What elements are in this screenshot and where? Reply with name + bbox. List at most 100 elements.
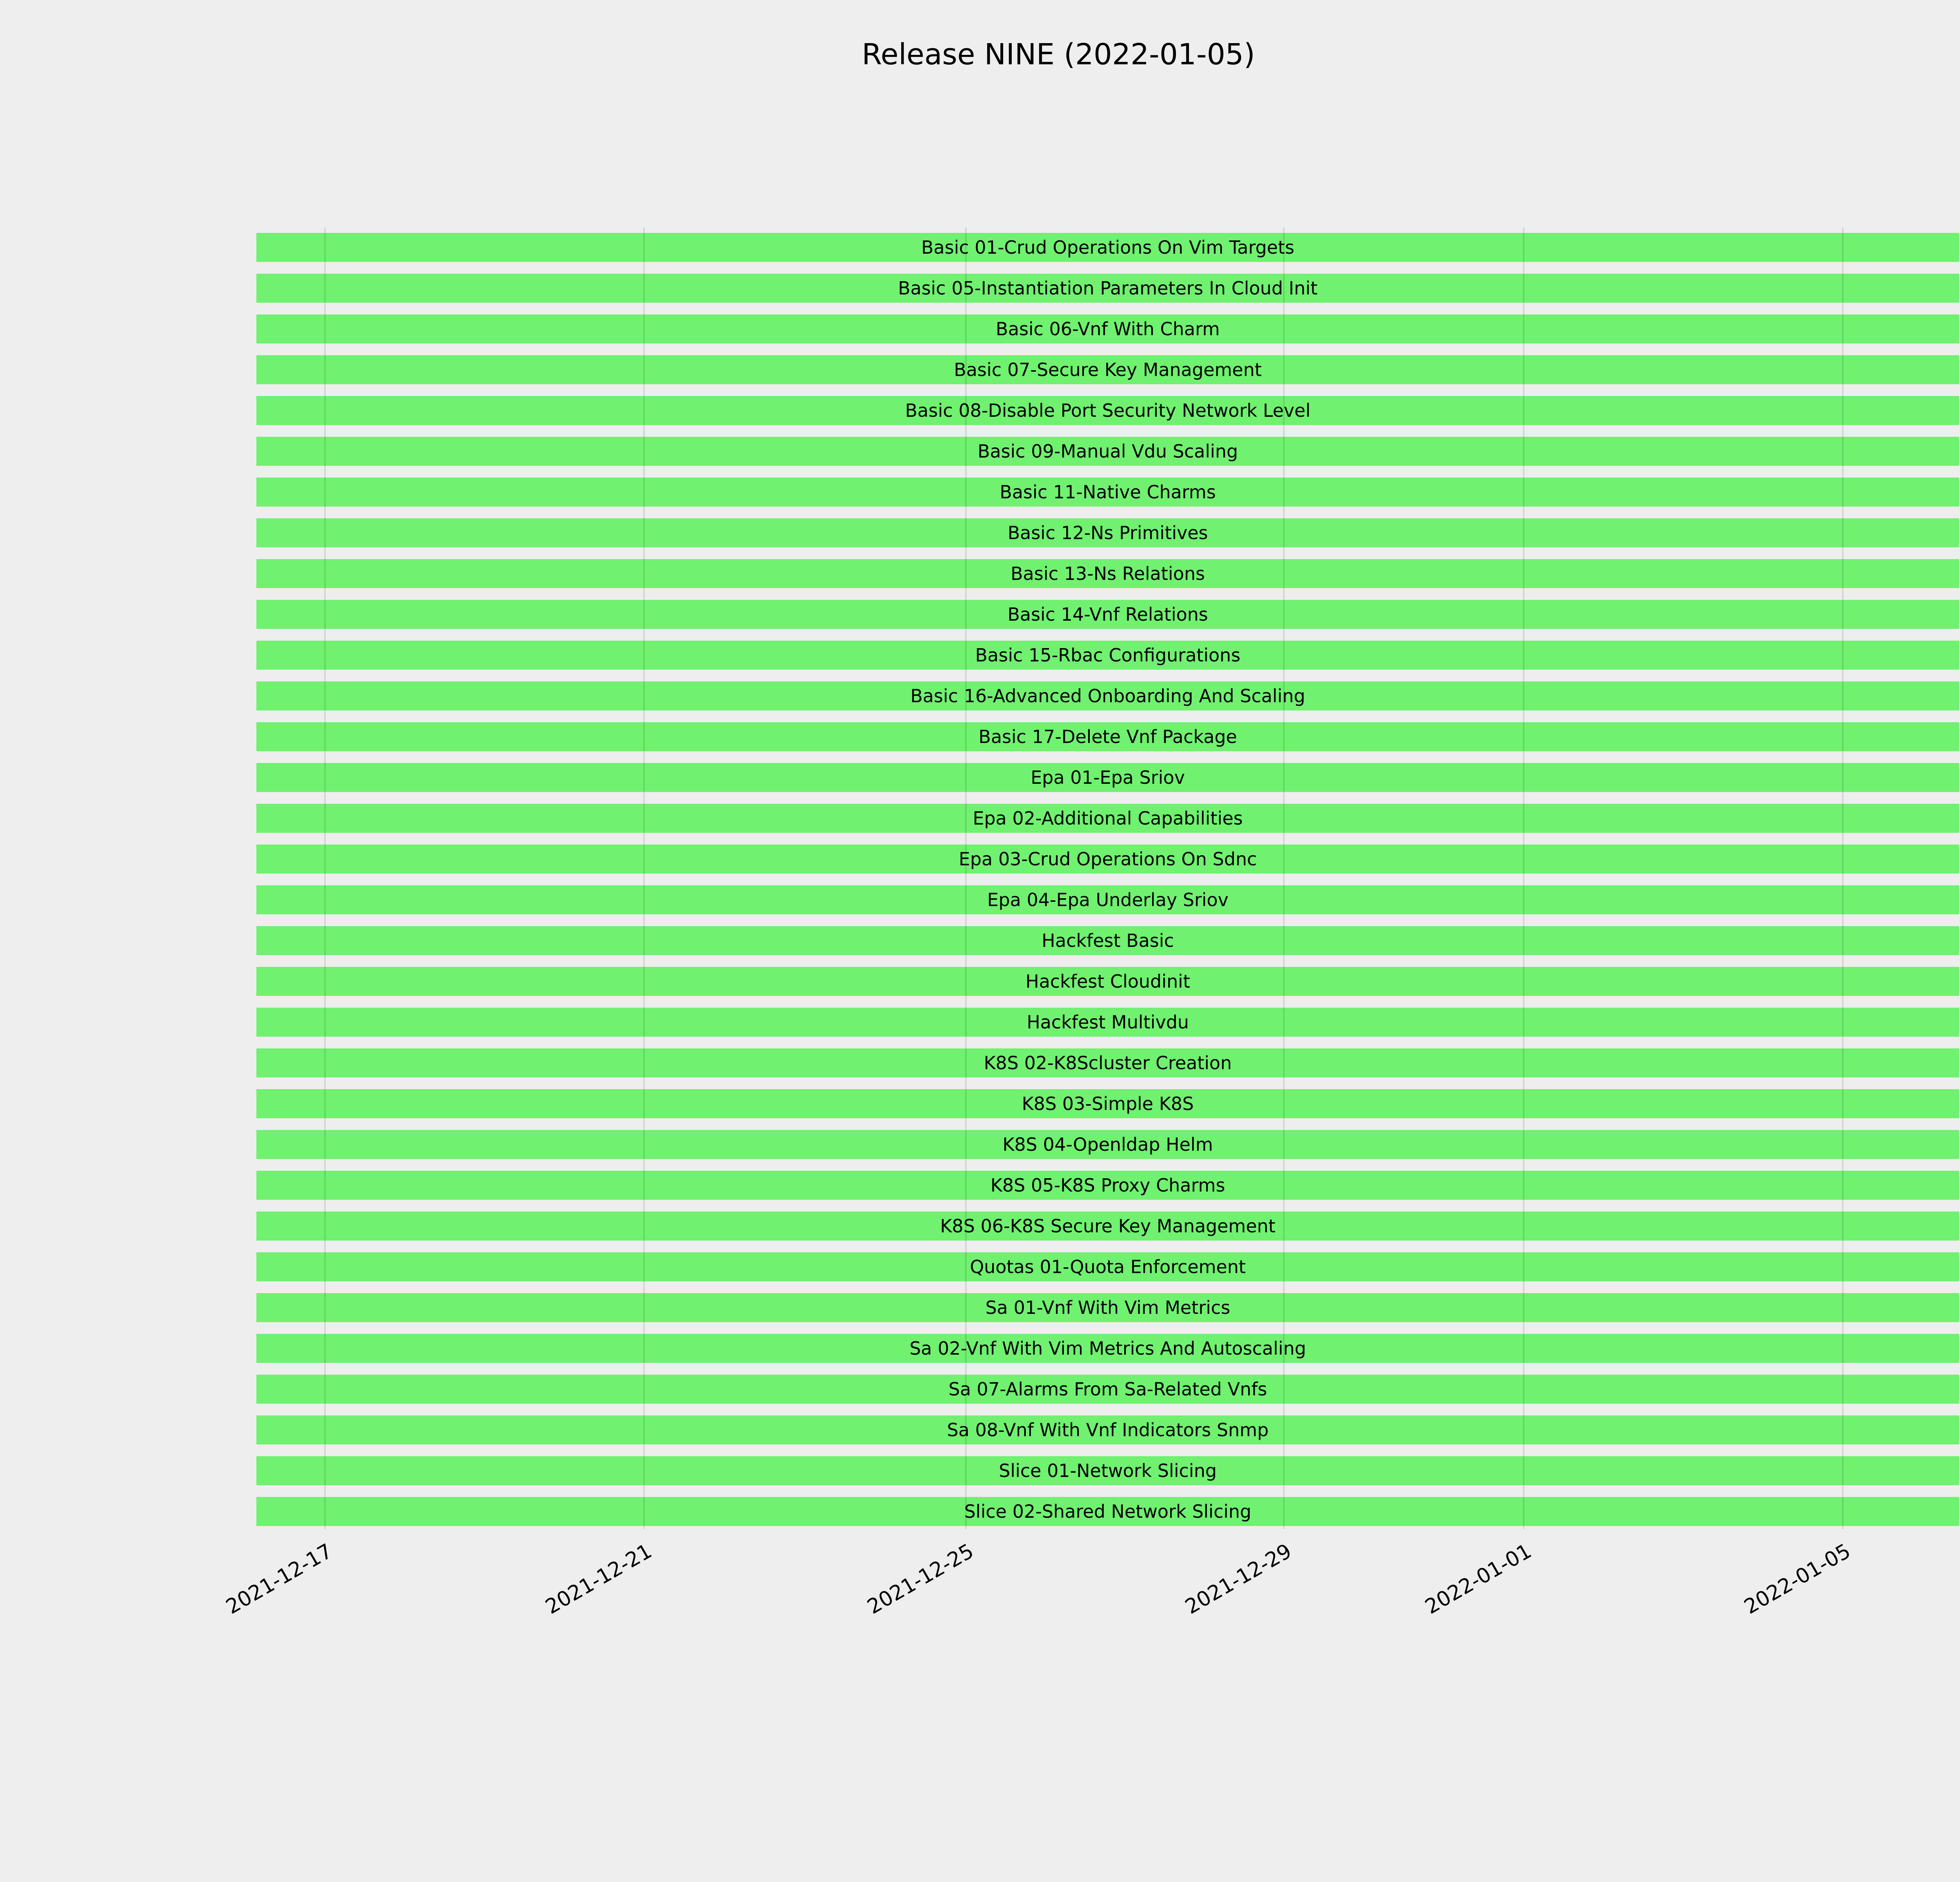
- gantt-row: Basic 08-Disable Port Security Network L…: [256, 396, 1959, 425]
- x-tick-label: 2021-12-29: [1181, 1539, 1296, 1619]
- x-tick-label: 2021-12-25: [863, 1539, 978, 1619]
- plot-area: 2021-12-17 2021-12-21 2021-12-25 2021-12-29…: [222, 227, 1959, 1619]
- gantt-row: Basic 12-Ns Primitives: [256, 518, 1959, 547]
- gantt-bar-label: Basic 09-Manual Vdu Scaling: [977, 441, 1238, 462]
- gantt-bar-label: Basic 08-Disable Port Security Network L…: [905, 400, 1311, 421]
- gantt-bar-label: Slice 02-Shared Network Slicing: [964, 1501, 1252, 1522]
- gantt-bar: [256, 967, 1959, 996]
- gantt-bar-label: Basic 01-Crud Operations On Vim Targets: [921, 237, 1294, 258]
- gantt-row: Epa 03-Crud Operations On Sdnc: [256, 845, 1959, 874]
- gantt-row: K8S 02-K8Scluster Creation: [256, 1048, 1959, 1077]
- gantt-bar: [256, 804, 1959, 833]
- gantt-bar: [256, 1130, 1959, 1159]
- gantt-row: Epa 02-Additional Capabilities: [256, 804, 1959, 833]
- gantt-bar-label: Hackfest Basic: [1042, 930, 1174, 951]
- gridline: [643, 227, 645, 1529]
- gantt-row: Sa 08-Vnf With Vnf Indicators Snmp: [256, 1415, 1959, 1444]
- gantt-row: Hackfest Basic: [256, 926, 1959, 955]
- gantt-bar: [256, 233, 1959, 262]
- gantt-row: K8S 05-K8S Proxy Charms: [256, 1171, 1959, 1200]
- gantt-bar: [256, 559, 1959, 588]
- gantt-row: Basic 11-Native Charms: [256, 478, 1959, 507]
- gantt-row: Hackfest Cloudinit: [256, 967, 1959, 996]
- gantt-bar-label: Epa 03-Crud Operations On Sdnc: [958, 848, 1257, 870]
- gantt-bar: [256, 355, 1959, 384]
- gantt-bar-label: Epa 04-Epa Underlay Sriov: [987, 889, 1229, 910]
- gantt-row: Basic 13-Ns Relations: [256, 559, 1959, 588]
- gantt-bar: [256, 1293, 1959, 1322]
- gantt-bar: [256, 437, 1959, 466]
- gantt-bar: [256, 1089, 1959, 1118]
- gantt-bar: [256, 926, 1959, 955]
- gantt-bar-label: Basic 12-Ns Primitives: [1007, 522, 1208, 543]
- gantt-bar: [256, 274, 1959, 303]
- gantt-row: Basic 07-Secure Key Management: [256, 355, 1959, 384]
- gantt-bar-label: Basic 11-Native Charms: [1000, 481, 1216, 503]
- gantt-bar-label: K8S 04-Openldap Helm: [1002, 1134, 1213, 1155]
- gantt-bar: [256, 722, 1959, 751]
- gridline: [965, 227, 967, 1529]
- gantt-bar-label: K8S 03-Simple K8S: [1022, 1093, 1194, 1114]
- gantt-row: Basic 15-Rbac Configurations: [256, 641, 1959, 670]
- gantt-row: Sa 02-Vnf With Vim Metrics And Autoscali…: [256, 1334, 1959, 1363]
- gantt-bar-label: Sa 02-Vnf With Vim Metrics And Autoscali…: [909, 1338, 1306, 1359]
- gantt-bar: [256, 1008, 1959, 1037]
- gridline: [1523, 227, 1524, 1529]
- gantt-bar: [256, 396, 1959, 425]
- chart-title: Release NINE (2022-01-05): [862, 38, 1255, 71]
- gantt-row: Quotas 01-Quota Enforcement: [256, 1252, 1959, 1281]
- gantt-row: Slice 01-Network Slicing: [256, 1456, 1959, 1485]
- gantt-row: Basic 06-Vnf With Charm: [256, 314, 1959, 343]
- gridline: [324, 227, 326, 1529]
- gantt-bar-label: Sa 07-Alarms From Sa-Related Vnfs: [948, 1379, 1267, 1400]
- gantt-row: Basic 01-Crud Operations On Vim Targets: [256, 233, 1959, 262]
- gantt-bar-label: Hackfest Cloudinit: [1025, 971, 1190, 992]
- gantt-bar: [256, 641, 1959, 670]
- gantt-bar-label: Basic 16-Advanced Onboarding And Scaling: [910, 685, 1305, 707]
- gantt-bar-label: Basic 07-Secure Key Management: [954, 359, 1262, 380]
- gantt-bar-label: Sa 01-Vnf With Vim Metrics: [985, 1297, 1230, 1318]
- gantt-bar: [256, 314, 1959, 343]
- gantt-bar: [256, 763, 1959, 792]
- gantt-bar-label: Basic 15-Rbac Configurations: [975, 645, 1241, 666]
- gantt-row: Basic 16-Advanced Onboarding And Scaling: [256, 681, 1959, 710]
- gantt-bar: [256, 1375, 1959, 1404]
- gantt-row: K8S 03-Simple K8S: [256, 1089, 1959, 1118]
- gantt-bar-label: K8S 02-K8Scluster Creation: [984, 1052, 1232, 1074]
- gridline: [1842, 227, 1844, 1529]
- gantt-bar: [256, 1171, 1959, 1200]
- gantt-bar-label: Sa 08-Vnf With Vnf Indicators Snmp: [947, 1419, 1269, 1441]
- gantt-bar-label: Basic 05-Instantiation Parameters In Clo…: [898, 278, 1318, 299]
- gantt-bar-label: Basic 17-Delete Vnf Package: [978, 726, 1237, 747]
- gantt-row: Basic 17-Delete Vnf Package: [256, 722, 1959, 751]
- gantt-bar-label: Basic 14-Vnf Relations: [1007, 604, 1208, 625]
- gantt-row: Basic 14-Vnf Relations: [256, 600, 1959, 629]
- gantt-row: Epa 04-Epa Underlay Sriov: [256, 885, 1959, 914]
- gantt-bar: [256, 1456, 1959, 1485]
- gantt-row: Hackfest Multivdu: [256, 1008, 1959, 1037]
- gantt-row: Basic 09-Manual Vdu Scaling: [256, 437, 1959, 466]
- gantt-bar: [256, 1252, 1959, 1281]
- gantt-bar-label: K8S 05-K8S Proxy Charms: [990, 1175, 1225, 1196]
- x-tick-label: 2021-12-21: [541, 1539, 656, 1619]
- gantt-bar: [256, 518, 1959, 547]
- gantt-row: K8S 06-K8S Secure Key Management: [256, 1212, 1959, 1241]
- gantt-bar: [256, 885, 1959, 914]
- gantt-bar-label: Epa 01-Epa Sriov: [1031, 767, 1185, 788]
- gantt-bar: [256, 478, 1959, 507]
- gantt-bar: [256, 1415, 1959, 1444]
- gantt-bar-label: Hackfest Multivdu: [1027, 1012, 1189, 1033]
- gantt-bar-label: K8S 06-K8S Secure Key Management: [940, 1215, 1276, 1237]
- gantt-row: Sa 07-Alarms From Sa-Related Vnfs: [256, 1375, 1959, 1404]
- gantt-bar-label: Epa 02-Additional Capabilities: [973, 808, 1243, 829]
- gantt-row: Basic 05-Instantiation Parameters In Clo…: [256, 274, 1959, 303]
- gantt-bar-label: Quotas 01-Quota Enforcement: [970, 1256, 1246, 1277]
- x-tick-label: 2022-01-01: [1421, 1539, 1535, 1619]
- x-tick-label: 2021-12-17: [222, 1539, 337, 1619]
- gantt-bar: [256, 1212, 1959, 1241]
- gantt-bar-label: Basic 06-Vnf With Charm: [996, 318, 1220, 340]
- gantt-bar: [256, 1048, 1959, 1077]
- gantt-bar: [256, 845, 1959, 874]
- gantt-row: Slice 02-Shared Network Slicing: [256, 1497, 1959, 1526]
